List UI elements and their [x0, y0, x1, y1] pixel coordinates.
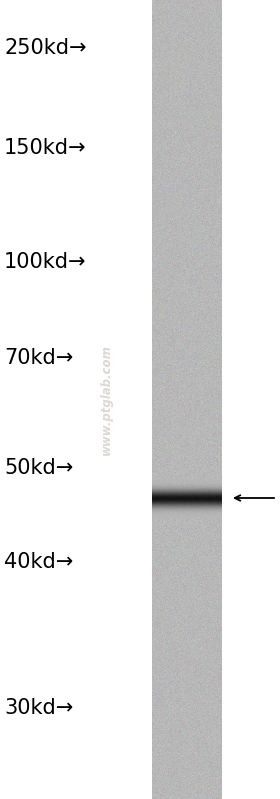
Text: 250kd→: 250kd→	[4, 38, 87, 58]
Text: 30kd→: 30kd→	[4, 698, 73, 718]
Text: 100kd→: 100kd→	[4, 252, 87, 272]
Text: www.ptglab.com: www.ptglab.com	[100, 344, 113, 455]
Text: 150kd→: 150kd→	[4, 138, 87, 158]
Text: 70kd→: 70kd→	[4, 348, 73, 368]
Text: 50kd→: 50kd→	[4, 458, 73, 478]
Text: 40kd→: 40kd→	[4, 552, 73, 572]
